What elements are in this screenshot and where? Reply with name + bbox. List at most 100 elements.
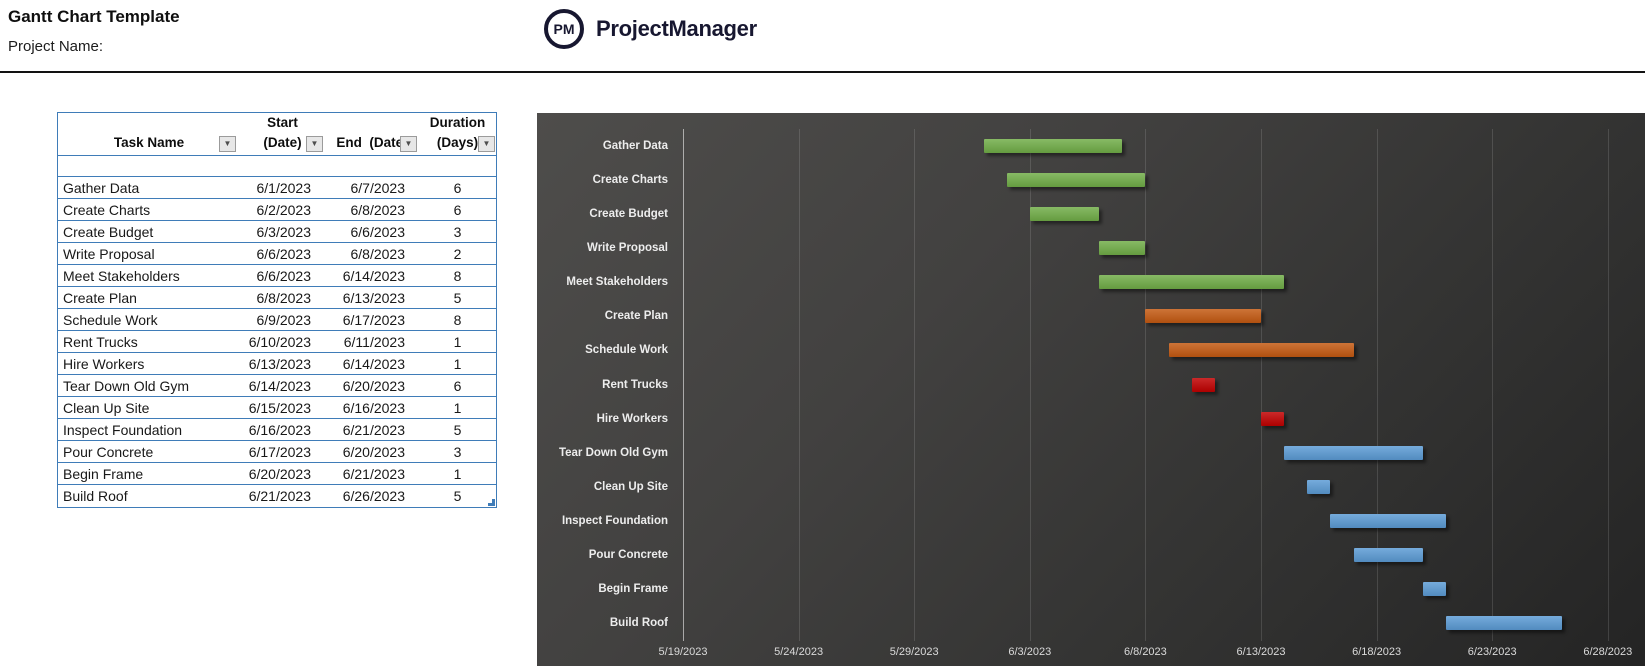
gantt-bar[interactable]: [1099, 241, 1146, 256]
cell-duration[interactable]: 8: [453, 311, 462, 328]
column-header-start-date[interactable]: Start (Date) ▼: [240, 113, 325, 155]
cell-end-date[interactable]: 6/8/2023: [350, 201, 406, 218]
cell-task-name[interactable]: Pour Concrete: [63, 443, 154, 460]
cell-task-name[interactable]: Meet Stakeholders: [63, 267, 180, 284]
cell-end-date[interactable]: 6/20/2023: [342, 443, 405, 460]
gantt-bar[interactable]: [1029, 207, 1100, 222]
cell-duration[interactable]: 6: [453, 179, 462, 196]
cell-start-date[interactable]: 6/17/2023: [248, 443, 311, 460]
cell-task-name[interactable]: Begin Frame: [63, 465, 144, 482]
logo-wordmark: ProjectManager: [596, 16, 757, 41]
gantt-task-label: Clean Up Site: [593, 480, 668, 493]
cell-task-name[interactable]: Create Budget: [63, 223, 154, 240]
cell-start-date[interactable]: 6/10/2023: [248, 333, 311, 350]
cell-end-date[interactable]: 6/8/2023: [350, 245, 406, 262]
table-row: Begin Frame 6/20/2023 6/21/2023 1: [58, 463, 496, 485]
cell-duration[interactable]: 5: [453, 289, 462, 306]
cell-task-name[interactable]: Inspect Foundation: [63, 421, 183, 438]
cell-end-date[interactable]: 6/11/2023: [343, 333, 405, 350]
cell-start-date[interactable]: 6/6/2023: [256, 245, 312, 262]
cell-duration[interactable]: 5: [453, 488, 462, 504]
cell-start-date[interactable]: 6/21/2023: [248, 488, 311, 504]
filter-dropdown-duration[interactable]: ▼: [478, 136, 495, 152]
cell-task-name[interactable]: Rent Trucks: [63, 333, 138, 350]
column-header-duration[interactable]: Duration (Days) ▼: [419, 113, 496, 155]
cell-duration[interactable]: 6: [453, 201, 462, 218]
cell-duration[interactable]: 1: [453, 355, 462, 372]
cell-duration[interactable]: 2: [453, 245, 462, 262]
cell-end-date[interactable]: 6/7/2023: [350, 179, 406, 196]
cell-end-date[interactable]: 6/21/2023: [342, 421, 405, 438]
empty-spacer-row[interactable]: [58, 156, 496, 177]
cell-start-date[interactable]: 6/1/2023: [256, 179, 312, 196]
cell-end-date[interactable]: 6/14/2023: [342, 267, 405, 284]
cell-task-name[interactable]: Build Roof: [63, 488, 128, 504]
cell-duration[interactable]: 1: [453, 333, 462, 350]
cell-end-date[interactable]: 6/20/2023: [342, 377, 405, 394]
gantt-task-label: Write Proposal: [587, 242, 668, 255]
table-row: Inspect Foundation 6/16/2023 6/21/2023 5: [58, 419, 496, 441]
gantt-bar[interactable]: [1330, 513, 1446, 528]
table-row: Pour Concrete 6/17/2023 6/20/2023 3: [58, 441, 496, 463]
cell-start-date[interactable]: 6/9/2023: [256, 311, 312, 328]
cell-duration[interactable]: 6: [453, 377, 462, 394]
cell-task-name[interactable]: Gather Data: [63, 179, 140, 196]
table-row: Meet Stakeholders 6/6/2023 6/14/2023 8: [58, 265, 496, 287]
table-resize-handle[interactable]: [488, 499, 495, 506]
gantt-bar[interactable]: [1307, 479, 1331, 494]
gantt-bar[interactable]: [1422, 581, 1446, 596]
cell-task-name[interactable]: Schedule Work: [63, 311, 158, 328]
column-header-end-date[interactable]: End (Date) ▼: [325, 113, 419, 155]
gantt-bar[interactable]: [1168, 343, 1354, 358]
gantt-bar[interactable]: [1353, 547, 1423, 562]
gantt-bar[interactable]: [1145, 309, 1261, 324]
cell-end-date[interactable]: 6/6/2023: [350, 223, 406, 240]
cell-start-date[interactable]: 6/13/2023: [248, 355, 311, 372]
cell-task-name[interactable]: Tear Down Old Gym: [63, 377, 190, 394]
gantt-bar[interactable]: [1191, 377, 1215, 392]
cell-start-date[interactable]: 6/16/2023: [248, 421, 311, 438]
cell-end-date[interactable]: 6/17/2023: [342, 311, 405, 328]
filter-dropdown-task-name[interactable]: ▼: [219, 136, 236, 152]
cell-duration[interactable]: 1: [453, 465, 462, 482]
cell-task-name[interactable]: Write Proposal: [63, 245, 155, 262]
gantt-task-label: Begin Frame: [598, 582, 668, 595]
cell-duration[interactable]: 1: [453, 399, 462, 416]
cell-end-date[interactable]: 6/21/2023: [342, 465, 405, 482]
gantt-bar[interactable]: [1099, 275, 1285, 290]
cell-duration[interactable]: 3: [453, 223, 462, 240]
column-header-task-name[interactable]: Task Name ▼: [58, 113, 240, 155]
gantt-bar[interactable]: [1446, 616, 1562, 630]
cell-start-date[interactable]: 6/14/2023: [248, 377, 311, 394]
cell-end-date[interactable]: 6/14/2023: [342, 355, 405, 372]
cell-start-date[interactable]: 6/6/2023: [256, 267, 312, 284]
gantt-bar[interactable]: [983, 139, 1123, 153]
x-axis-tick-label: 5/24/2023: [774, 646, 824, 658]
task-table: Task Name ▼ Start (Date) ▼ End (Date) ▼ …: [57, 112, 497, 508]
cell-start-date[interactable]: 6/20/2023: [248, 465, 311, 482]
cell-task-name[interactable]: Create Charts: [63, 201, 151, 218]
filter-dropdown-start-date[interactable]: ▼: [306, 136, 323, 152]
gantt-bar[interactable]: [1261, 411, 1285, 426]
gantt-bar[interactable]: [1284, 445, 1423, 460]
table-header-row: Task Name ▼ Start (Date) ▼ End (Date) ▼ …: [58, 113, 496, 156]
cell-start-date[interactable]: 6/3/2023: [256, 223, 312, 240]
cell-end-date[interactable]: 6/26/2023: [342, 488, 405, 504]
gantt-task-label: Rent Trucks: [602, 378, 668, 391]
cell-duration[interactable]: 5: [453, 421, 462, 438]
cell-start-date[interactable]: 6/2/2023: [256, 201, 312, 218]
filter-dropdown-end-date[interactable]: ▼: [400, 136, 417, 152]
projectmanager-logo: PM ProjectManager: [544, 9, 757, 49]
cell-task-name[interactable]: Create Plan: [63, 289, 137, 306]
cell-start-date[interactable]: 6/15/2023: [248, 399, 311, 416]
cell-task-name[interactable]: Hire Workers: [63, 355, 145, 372]
cell-end-date[interactable]: 6/13/2023: [342, 289, 405, 306]
x-axis-tick-label: 5/29/2023: [889, 646, 939, 658]
gantt-bar[interactable]: [1006, 173, 1146, 188]
cell-end-date[interactable]: 6/16/2023: [342, 399, 405, 416]
cell-start-date[interactable]: 6/8/2023: [256, 289, 312, 306]
cell-duration[interactable]: 8: [453, 267, 462, 284]
cell-task-name[interactable]: Clean Up Site: [63, 399, 150, 416]
project-name-label: Project Name:: [8, 38, 104, 55]
cell-duration[interactable]: 3: [453, 443, 462, 460]
